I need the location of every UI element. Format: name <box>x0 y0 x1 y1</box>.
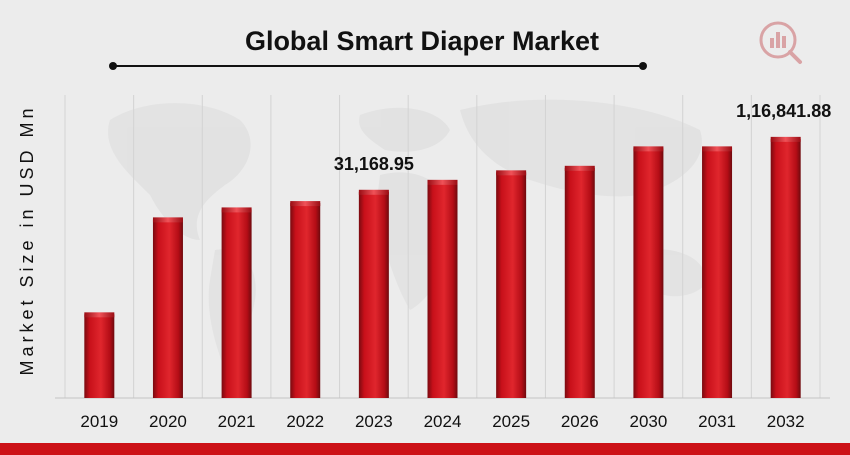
world-map-background <box>108 99 706 370</box>
bar-cap <box>702 146 733 152</box>
bar-cap <box>358 189 389 195</box>
bar-2020 <box>152 217 183 398</box>
market-research-logo-icon <box>759 21 802 64</box>
data-label: 31,168.95 <box>334 154 414 174</box>
bars-group <box>84 136 801 398</box>
x-tick-label: 2022 <box>286 412 324 431</box>
bar-cap <box>427 179 458 185</box>
x-tick-label: 2023 <box>355 412 393 431</box>
bar-cap <box>564 165 595 171</box>
bar-2021 <box>221 207 252 398</box>
bar-body <box>496 172 527 398</box>
bar-cap <box>221 207 252 213</box>
x-tick-label: 2021 <box>218 412 256 431</box>
x-tick-label: 2025 <box>492 412 530 431</box>
bar-cap <box>152 217 183 223</box>
x-tick-label: 2026 <box>561 412 599 431</box>
x-tick-label: 2024 <box>424 412 462 431</box>
bar-cap <box>496 170 527 176</box>
bar-2019 <box>84 312 115 398</box>
bar-2032 <box>770 136 801 398</box>
x-tick-label: 2032 <box>767 412 805 431</box>
bar-cap <box>633 146 664 152</box>
data-labels: 31,168.95 1,16,841.88 <box>334 101 831 174</box>
bar-cap <box>84 312 115 318</box>
x-tick-label: 2019 <box>80 412 118 431</box>
bar-2031 <box>702 146 733 398</box>
x-tick-label: 2031 <box>698 412 736 431</box>
bar-2025 <box>496 170 527 398</box>
x-tick-label: 2020 <box>149 412 187 431</box>
bar-cap <box>770 136 801 142</box>
bar-2022 <box>290 201 321 398</box>
bar-2023 <box>358 189 389 398</box>
data-label: 1,16,841.88 <box>736 101 831 121</box>
bar-body <box>770 138 801 398</box>
bar-body <box>427 181 458 398</box>
bar-body <box>290 203 321 398</box>
bar-body <box>221 209 252 398</box>
bar-body <box>84 314 115 398</box>
title-underline-dot-left <box>109 62 117 70</box>
bar-body <box>702 148 733 398</box>
bar-body <box>564 167 595 398</box>
x-tick-labels: 2019 2020 2021 2022 2023 2024 2025 2026 2030 2031… <box>80 412 804 431</box>
bar-body <box>152 219 183 398</box>
bar-2026 <box>564 165 595 398</box>
bar-body <box>633 148 664 398</box>
bar-2030 <box>633 146 664 398</box>
chart-title: Global Smart Diaper Market <box>245 26 599 56</box>
y-axis-label: Market Size in USD Mn <box>17 104 37 375</box>
bar-body <box>358 191 389 398</box>
x-tick-label: 2030 <box>629 412 667 431</box>
title-underline-dot-right <box>639 62 647 70</box>
bar-2024 <box>427 179 458 398</box>
bottom-accent-bar <box>0 443 850 455</box>
bar-cap <box>290 201 321 207</box>
